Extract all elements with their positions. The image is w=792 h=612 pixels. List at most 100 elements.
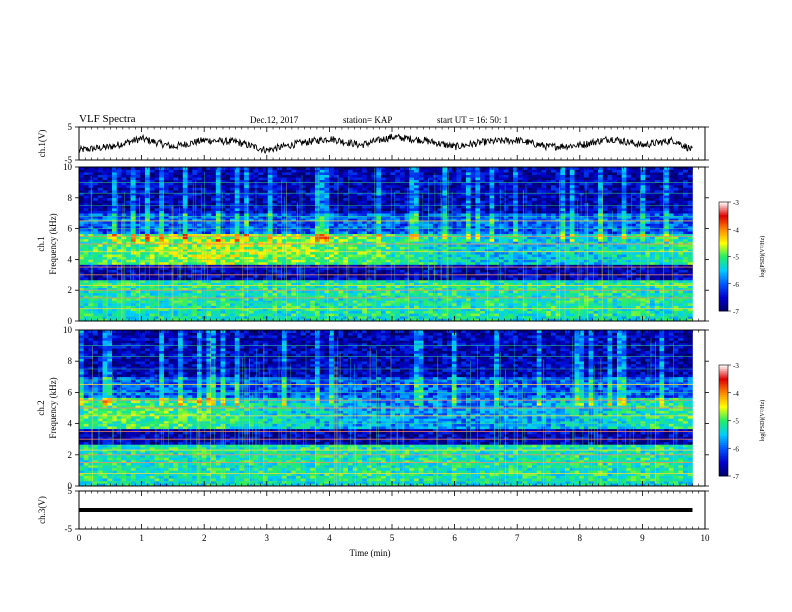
sp1-cell: [149, 169, 155, 173]
sp1-cell: [121, 272, 127, 276]
sp1-cell: [310, 192, 316, 196]
sp1-cell: [93, 195, 99, 199]
sp1-cell: [244, 236, 250, 240]
sp1-cell: [277, 315, 283, 319]
sp1-cell: [347, 236, 354, 240]
sp1-cell: [310, 277, 316, 281]
sp1-cell: [163, 200, 169, 204]
sp1-cell: [291, 174, 297, 178]
sp1-cell: [395, 184, 401, 188]
sp1-cell: [159, 197, 165, 201]
sp1-cell: [272, 251, 278, 255]
sp1-cell: [263, 287, 269, 291]
sp1-cell: [451, 246, 457, 250]
sp1-cell: [343, 231, 349, 235]
sp1-cell: [296, 292, 302, 296]
sp1-cell: [352, 305, 358, 309]
sp1-cell: [314, 274, 320, 278]
sp1-cell: [196, 195, 202, 199]
sp1-cell: [343, 195, 349, 199]
sp1-cell: [182, 172, 188, 175]
sp1-cell: [83, 202, 89, 206]
sp1-cell: [163, 305, 169, 309]
sp1-cell: [414, 277, 420, 281]
sp1-cell: [432, 210, 438, 214]
sp1-cell: [130, 179, 136, 183]
sp1-cell: [357, 179, 363, 183]
sp1-cell: [305, 315, 311, 319]
sp1-cell: [159, 315, 165, 319]
sp1-cell: [154, 279, 160, 283]
sp1-cell: [244, 305, 250, 309]
sp1-cell: [116, 315, 122, 319]
sp1-cell: [211, 251, 217, 255]
sp1-cell: [234, 238, 240, 242]
sp1-cell: [234, 226, 240, 229]
sp1-cell: [277, 254, 283, 258]
sp1-cell: [357, 220, 363, 224]
sp1-cell: [154, 249, 160, 252]
sp1-cell: [220, 192, 226, 196]
sp1-cell: [196, 261, 202, 265]
sp1-cell: [267, 282, 273, 286]
sp1-cell: [395, 282, 401, 286]
sp1-cell: [324, 190, 330, 193]
sp1-cell: [159, 241, 165, 245]
sp1-cell: [225, 300, 231, 304]
sp1-cell: [126, 169, 132, 173]
sp1-cell: [447, 261, 453, 265]
sp1-cell: [121, 287, 127, 291]
sp1-cell: [182, 195, 188, 199]
sp1-cell: [126, 179, 132, 183]
sp1-cell: [97, 310, 103, 314]
sp1-cell: [121, 277, 127, 281]
sp1-cell: [376, 295, 382, 299]
sp1-cell: [329, 269, 335, 273]
sp1-cell: [121, 200, 127, 204]
sp1-cell: [310, 256, 316, 260]
sp1-cell: [192, 233, 198, 237]
sp1-cell: [347, 182, 354, 186]
sp1-cell: [362, 174, 368, 178]
sp1-cell: [239, 256, 245, 260]
sp1-cell: [366, 169, 372, 173]
sp1-cell: [272, 290, 278, 294]
sp1-cell: [314, 310, 320, 314]
sp1-cell: [305, 300, 311, 304]
sp1-cell: [173, 167, 179, 170]
sp1-cell: [112, 279, 118, 283]
sp1-cell: [121, 231, 127, 235]
sp1-cell: [314, 167, 320, 170]
sp1-cell: [244, 290, 250, 294]
sp1-cell: [211, 202, 217, 206]
sp1-cell: [300, 220, 306, 224]
sp1-cell: [376, 215, 382, 219]
sp1-cell: [385, 195, 391, 199]
sp1-cell: [414, 269, 420, 273]
sp1-cell: [121, 228, 127, 232]
sp1-cell: [319, 179, 325, 183]
sp1-cell: [338, 272, 344, 276]
sp1-cell: [442, 195, 448, 199]
sp1-cell: [343, 172, 349, 175]
sp1-cell: [305, 202, 311, 206]
sp1-cell: [267, 195, 273, 199]
sp1-cell: [329, 241, 335, 245]
sp1-cell: [83, 259, 89, 263]
sp1-cell: [93, 300, 99, 304]
sp1-cell: [225, 172, 231, 175]
sp1-cell: [376, 236, 382, 240]
sp1-cell: [258, 179, 264, 183]
sp1-cell: [333, 259, 339, 263]
sp1-cell: [234, 174, 240, 178]
sp1-cell: [163, 233, 169, 237]
sp1-cell: [248, 267, 254, 270]
sp1-cell: [187, 228, 193, 232]
sp1-cell: [263, 177, 269, 181]
sp1-cell: [314, 238, 320, 242]
sp1-cell: [163, 238, 169, 242]
sp1-cell: [192, 295, 198, 299]
sp1-cell: [211, 223, 217, 227]
sp1-cell: [225, 313, 231, 317]
sp1-cell: [126, 233, 132, 237]
